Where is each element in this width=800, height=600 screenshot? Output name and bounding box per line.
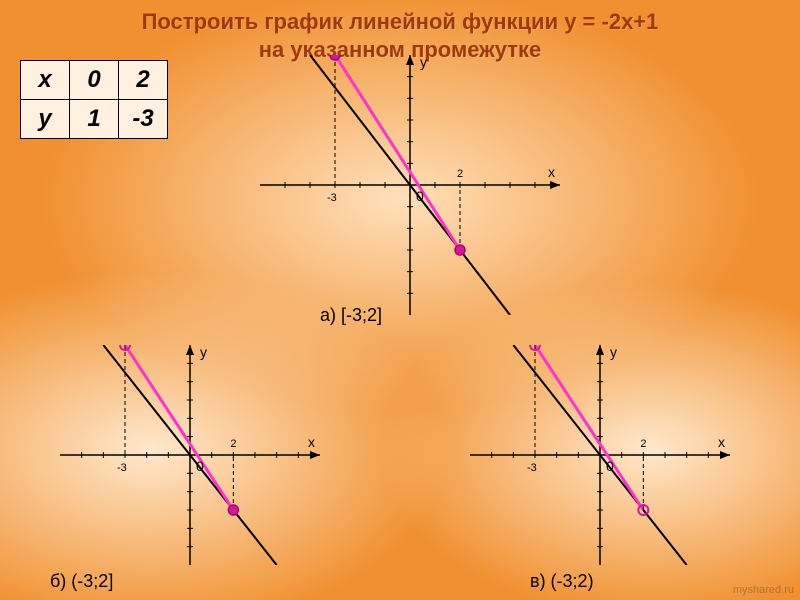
svg-text:0: 0	[606, 458, 614, 474]
svg-text:0: 0	[196, 458, 204, 474]
chart-caption-a: а) [-3;2]	[320, 305, 382, 326]
chart-b: x y 0 -3 2	[60, 345, 320, 565]
watermark: myshared.ru	[733, 584, 794, 596]
svg-text:2: 2	[640, 438, 646, 450]
svg-text:x: x	[308, 434, 315, 450]
value-table: x 0 2 y 1 -3	[20, 60, 168, 139]
table-cell: x	[21, 61, 70, 100]
page-title: Построить график линейной функции y = -2…	[0, 0, 800, 63]
table-cell: 2	[119, 61, 168, 100]
svg-text:y: y	[420, 55, 427, 70]
axes-svg: x y 0 -3 2	[470, 345, 730, 565]
table-cell: y	[21, 100, 70, 139]
table-cell: 0	[70, 61, 119, 100]
svg-text:x: x	[548, 164, 555, 180]
svg-text:-3: -3	[527, 462, 537, 474]
axes-svg: x y 0 -3 2	[60, 345, 320, 565]
svg-text:-3: -3	[117, 462, 127, 474]
chart-caption-b: б) (-3;2]	[50, 571, 113, 592]
table-cell: 1	[70, 100, 119, 139]
svg-text:x: x	[718, 434, 725, 450]
svg-text:-3: -3	[327, 192, 337, 204]
title-line1: Построить график линейной функции y = -2…	[142, 9, 659, 34]
axes-svg: x y 0 -3 2	[260, 55, 560, 315]
chart-caption-c: в) (-3;2)	[530, 571, 594, 592]
chart-c: x y 0 -3 2	[470, 345, 730, 565]
chart-a: x y 0 -3 2	[260, 55, 560, 315]
table-cell: -3	[119, 100, 168, 139]
svg-text:2: 2	[457, 168, 463, 180]
svg-text:0: 0	[416, 188, 424, 204]
svg-text:2: 2	[230, 438, 236, 450]
svg-text:y: y	[610, 345, 617, 360]
svg-text:y: y	[200, 345, 207, 360]
